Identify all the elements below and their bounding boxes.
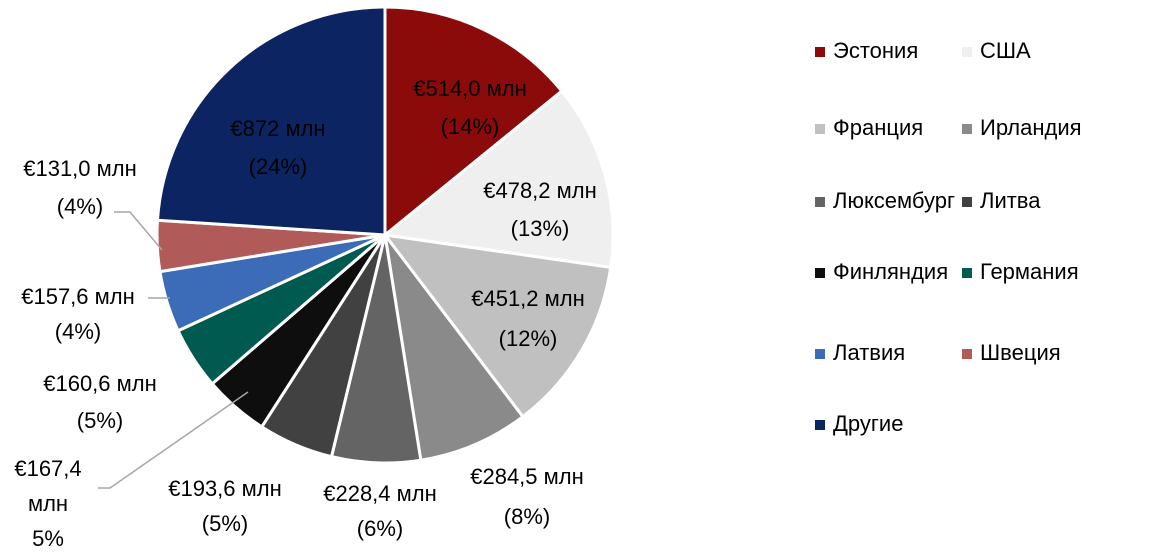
data-label: €451,2 млн (471, 286, 585, 311)
legend-label: Германия (980, 259, 1079, 284)
data-label: €193,6 млн (168, 476, 282, 501)
data-label: €872 млн (230, 116, 325, 141)
percent-label: (13%) (511, 216, 570, 241)
legend-swatch (815, 124, 825, 134)
percent-label: (4%) (55, 319, 101, 344)
leader-line (114, 211, 163, 251)
pie-slice (383, 234, 525, 462)
data-label: €284,5 млн (470, 464, 584, 489)
legend-label: Финляндия (833, 259, 948, 284)
legend-swatch (815, 420, 825, 430)
legend-label: Ирландия (980, 115, 1082, 140)
legend-swatch (962, 349, 972, 359)
pie-slice (383, 5, 564, 239)
legend-swatch (815, 197, 825, 207)
pie-slice (155, 5, 387, 237)
data-label: €157,6 млн (21, 284, 135, 309)
legend-swatch (815, 349, 825, 359)
legend-label: Швеция (980, 340, 1061, 365)
data-label: €478,2 млн (483, 178, 597, 203)
data-label: €131,0 млн (23, 156, 137, 181)
legend-label: Литва (980, 188, 1041, 213)
data-label: €160,6 млн (43, 371, 157, 396)
legend-label: Латвия (833, 340, 905, 365)
legend-swatch (962, 197, 972, 207)
data-label: €514,0 млн (413, 76, 527, 101)
data-label: €228,4 млн (323, 481, 437, 506)
legend-label: Люксембург (833, 188, 955, 213)
legend-swatch (815, 268, 825, 278)
legend-label: Франция (833, 115, 923, 140)
percent-label: (14%) (441, 114, 500, 139)
legend-swatch (815, 47, 825, 57)
percent-label: (5%) (77, 408, 123, 433)
data-label: €167,4 млн (14, 456, 81, 516)
percent-label: (5%) (202, 511, 248, 536)
percent-label: (24%) (249, 154, 308, 179)
percent-label: (8%) (504, 504, 550, 529)
legend-swatch (962, 124, 972, 134)
data-label-part: млн (28, 491, 68, 516)
pie-slice (381, 232, 613, 419)
leader-line (98, 391, 249, 489)
data-label-part: €167,4 (14, 456, 81, 481)
legend-swatch (962, 268, 972, 278)
pie-slice (381, 88, 615, 270)
percent-label: (12%) (499, 326, 558, 351)
legend-label: США (980, 38, 1031, 63)
percent-label: (6%) (357, 516, 403, 541)
percent-label: (4%) (57, 194, 103, 219)
legend-swatch (962, 47, 972, 57)
legend-label: Другие (833, 411, 903, 436)
percent-label: 5% (32, 526, 64, 551)
legend-label: Эстония (833, 38, 918, 63)
